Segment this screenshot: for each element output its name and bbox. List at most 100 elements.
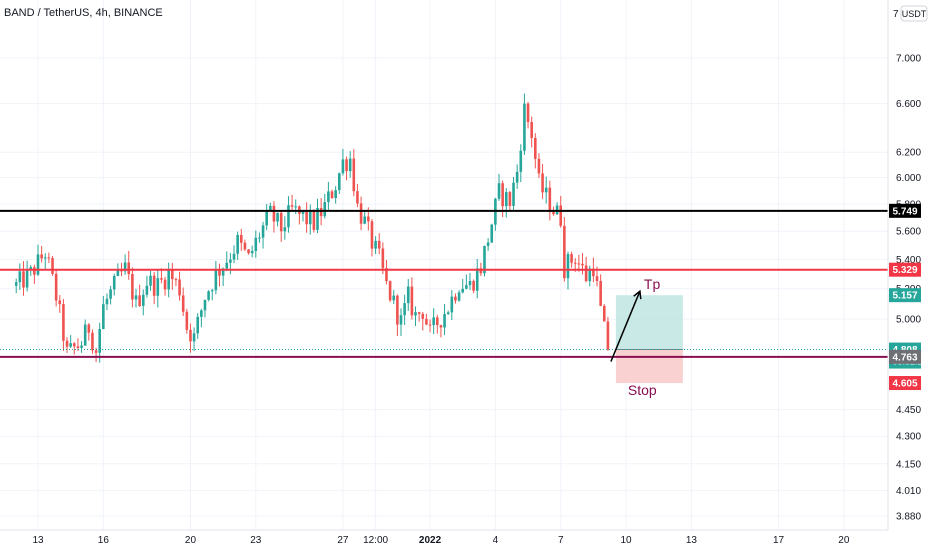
candle[interactable]	[341, 148, 345, 176]
candle[interactable]	[218, 263, 221, 287]
candle[interactable]	[599, 274, 602, 307]
candle[interactable]	[494, 197, 497, 231]
candle[interactable]	[33, 264, 36, 284]
candle[interactable]	[54, 269, 58, 307]
candle[interactable]	[519, 144, 523, 183]
candle[interactable]	[457, 290, 461, 302]
candle[interactable]	[439, 324, 443, 338]
candle[interactable]	[541, 163, 544, 199]
candle[interactable]	[192, 327, 196, 352]
candle[interactable]	[483, 245, 486, 277]
candle[interactable]	[294, 199, 298, 215]
candle[interactable]	[523, 93, 526, 155]
candle[interactable]	[36, 244, 40, 276]
candle[interactable]	[356, 183, 359, 208]
horizontal-levels[interactable]	[0, 209, 888, 358]
candle[interactable]	[298, 205, 301, 225]
candle[interactable]	[258, 232, 261, 243]
candle[interactable]	[468, 273, 472, 290]
candle[interactable]	[287, 196, 290, 233]
candle[interactable]	[374, 236, 377, 255]
candle[interactable]	[454, 293, 457, 304]
candle[interactable]	[105, 293, 109, 311]
candle[interactable]	[428, 319, 432, 333]
candle[interactable]	[316, 198, 319, 234]
candle[interactable]	[330, 189, 334, 199]
candle[interactable]	[512, 176, 515, 212]
tp-arrow[interactable]	[610, 290, 641, 362]
candle[interactable]	[602, 304, 606, 322]
candle[interactable]	[189, 323, 192, 353]
candle[interactable]	[250, 245, 254, 258]
candle[interactable]	[290, 194, 294, 211]
candle[interactable]	[508, 191, 512, 211]
candle[interactable]	[69, 335, 72, 348]
candle[interactable]	[526, 101, 530, 129]
candle[interactable]	[236, 231, 239, 260]
candle[interactable]	[80, 340, 83, 353]
candle[interactable]	[534, 133, 537, 169]
candle[interactable]	[160, 268, 163, 284]
candle[interactable]	[370, 218, 374, 257]
candle[interactable]	[203, 299, 207, 318]
candles[interactable]	[14, 93, 610, 363]
candle[interactable]	[91, 329, 94, 354]
candle[interactable]	[334, 186, 337, 204]
stop-zone[interactable]	[615, 349, 683, 384]
target-zone[interactable]	[615, 295, 683, 350]
candle[interactable]	[363, 211, 366, 225]
candle[interactable]	[210, 288, 214, 301]
candle[interactable]	[345, 156, 348, 181]
candle[interactable]	[65, 337, 69, 353]
candle[interactable]	[279, 210, 283, 242]
candle[interactable]	[207, 290, 210, 302]
candle[interactable]	[377, 233, 381, 255]
candle[interactable]	[51, 256, 54, 276]
candle[interactable]	[446, 310, 450, 315]
candle[interactable]	[76, 338, 80, 351]
candle[interactable]	[450, 290, 454, 321]
candle[interactable]	[58, 295, 62, 313]
candle[interactable]	[239, 228, 243, 251]
candle[interactable]	[486, 238, 490, 251]
candle[interactable]	[185, 308, 189, 334]
candle[interactable]	[392, 289, 396, 305]
candle[interactable]	[352, 149, 356, 197]
candle[interactable]	[417, 311, 421, 322]
candle[interactable]	[436, 314, 439, 334]
candle[interactable]	[229, 252, 232, 275]
candle[interactable]	[504, 187, 508, 218]
candle[interactable]	[14, 278, 18, 294]
candle[interactable]	[22, 261, 25, 296]
candle[interactable]	[232, 245, 236, 264]
position-zones[interactable]	[0, 295, 888, 384]
candle[interactable]	[403, 294, 406, 325]
candle[interactable]	[276, 212, 279, 227]
candle[interactable]	[559, 195, 563, 228]
candle[interactable]	[388, 280, 392, 303]
candle[interactable]	[421, 312, 425, 331]
candle[interactable]	[515, 164, 519, 189]
candle[interactable]	[312, 209, 316, 233]
candle[interactable]	[396, 294, 399, 337]
candle[interactable]	[73, 342, 76, 355]
candle[interactable]	[570, 251, 573, 268]
candle[interactable]	[399, 308, 403, 337]
candle[interactable]	[83, 319, 87, 346]
candle[interactable]	[548, 180, 552, 221]
candle[interactable]	[247, 249, 250, 255]
candle[interactable]	[43, 253, 47, 270]
candle[interactable]	[425, 313, 428, 326]
candle[interactable]	[465, 274, 468, 290]
candle[interactable]	[141, 289, 145, 316]
candle[interactable]	[323, 193, 327, 219]
candle[interactable]	[94, 347, 98, 363]
candle[interactable]	[102, 296, 105, 330]
candle[interactable]	[530, 116, 533, 148]
candle[interactable]	[432, 308, 435, 335]
candle[interactable]	[145, 275, 149, 298]
candle[interactable]	[109, 286, 112, 305]
candle[interactable]	[25, 260, 29, 292]
candle[interactable]	[112, 273, 116, 296]
candle[interactable]	[414, 306, 417, 327]
